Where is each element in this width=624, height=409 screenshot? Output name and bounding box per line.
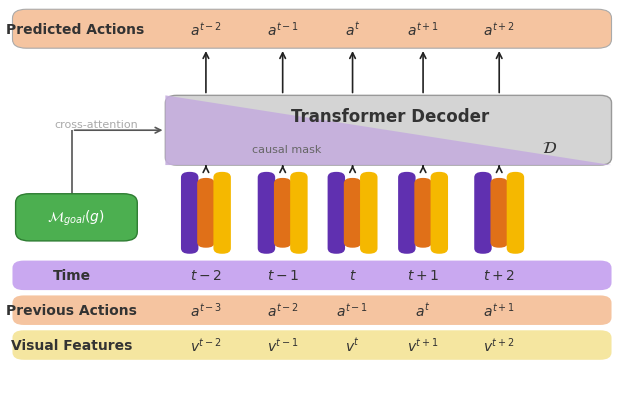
FancyBboxPatch shape [274, 178, 291, 248]
Text: $t-1$: $t-1$ [266, 269, 299, 283]
FancyBboxPatch shape [197, 178, 215, 248]
FancyBboxPatch shape [344, 178, 361, 248]
FancyBboxPatch shape [398, 173, 416, 254]
Text: $a^{t+1}$: $a^{t+1}$ [483, 301, 515, 320]
Text: Time: Time [52, 269, 91, 283]
FancyBboxPatch shape [16, 194, 137, 241]
Text: $v^{t+1}$: $v^{t+1}$ [407, 336, 439, 355]
Text: $v^{t}$: $v^{t}$ [345, 337, 360, 354]
FancyBboxPatch shape [474, 173, 492, 254]
Text: $\mathcal{D}$: $\mathcal{D}$ [542, 139, 557, 157]
Text: $a^{t-1}$: $a^{t-1}$ [266, 20, 299, 39]
Text: $t+2$: $t+2$ [483, 269, 515, 283]
Text: $v^{t-2}$: $v^{t-2}$ [190, 336, 222, 355]
FancyBboxPatch shape [360, 173, 378, 254]
Text: cross-attention: cross-attention [55, 120, 139, 130]
Text: Previous Actions: Previous Actions [6, 303, 137, 317]
Text: $a^{t+1}$: $a^{t+1}$ [407, 20, 439, 39]
FancyBboxPatch shape [431, 173, 448, 254]
FancyBboxPatch shape [213, 173, 231, 254]
Text: $a^{t-3}$: $a^{t-3}$ [190, 301, 222, 320]
Text: $a^{t-2}$: $a^{t-2}$ [190, 20, 222, 39]
FancyBboxPatch shape [290, 173, 308, 254]
FancyBboxPatch shape [12, 296, 612, 325]
Text: Predicted Actions: Predicted Actions [6, 22, 144, 37]
Text: Visual Features: Visual Features [11, 338, 132, 352]
FancyBboxPatch shape [12, 330, 612, 360]
Text: causal mask: causal mask [252, 144, 322, 154]
Text: Transformer Decoder: Transformer Decoder [291, 108, 489, 126]
Text: $a^{t}$: $a^{t}$ [345, 21, 360, 38]
FancyBboxPatch shape [328, 173, 345, 254]
Text: $a^{t-2}$: $a^{t-2}$ [266, 301, 299, 320]
Polygon shape [165, 96, 612, 166]
FancyBboxPatch shape [12, 10, 612, 49]
FancyBboxPatch shape [507, 173, 524, 254]
Text: $\mathcal{M}_{goal}(g)$: $\mathcal{M}_{goal}(g)$ [47, 208, 105, 227]
Text: $v^{t+2}$: $v^{t+2}$ [484, 336, 515, 355]
Text: $t+1$: $t+1$ [407, 269, 439, 283]
Text: $a^{t+2}$: $a^{t+2}$ [483, 20, 515, 39]
FancyBboxPatch shape [165, 96, 612, 166]
FancyBboxPatch shape [414, 178, 432, 248]
Text: $a^{t-1}$: $a^{t-1}$ [336, 301, 369, 320]
FancyBboxPatch shape [490, 178, 508, 248]
FancyBboxPatch shape [12, 261, 612, 290]
Text: $t$: $t$ [349, 269, 356, 283]
Text: $v^{t-1}$: $v^{t-1}$ [266, 336, 299, 355]
Text: $a^{t}$: $a^{t}$ [416, 302, 431, 319]
FancyBboxPatch shape [258, 173, 275, 254]
Text: $t-2$: $t-2$ [190, 269, 222, 283]
FancyBboxPatch shape [181, 173, 198, 254]
